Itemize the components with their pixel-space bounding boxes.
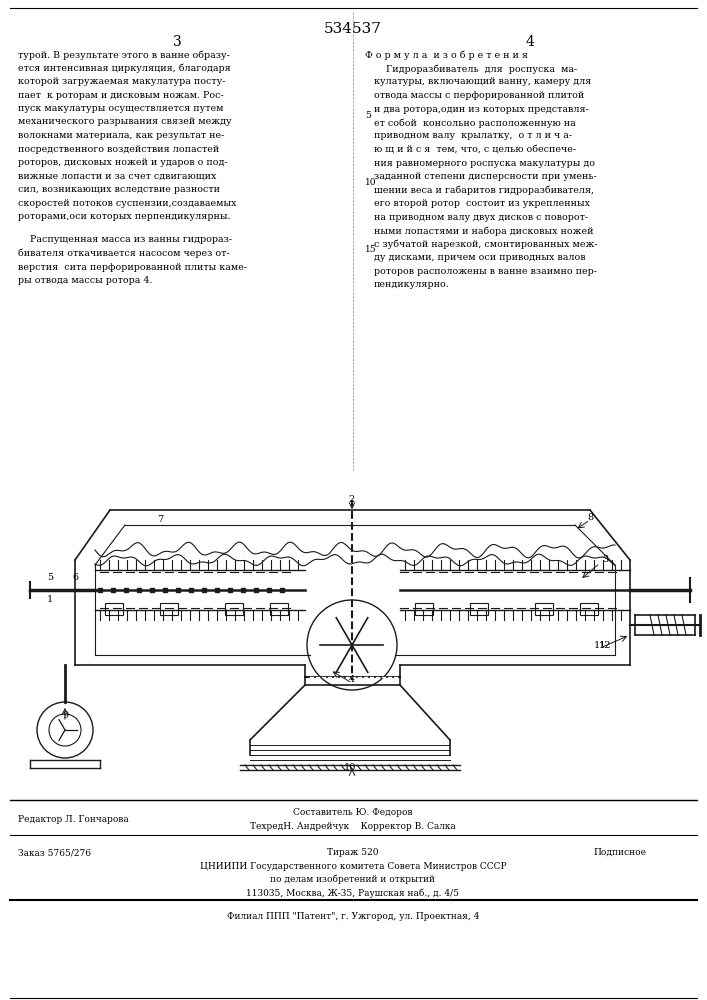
Text: ду дисками, причем оси приводных валов: ду дисками, причем оси приводных валов [374,253,585,262]
Bar [535,603,553,615]
Text: 6: 6 [72,574,78,582]
Text: 11: 11 [594,641,606,650]
Text: 7: 7 [157,516,163,524]
Bar [580,603,598,615]
Text: Филиал ППП "Патент", г. Ужгород, ул. Проектная, 4: Филиал ППП "Патент", г. Ужгород, ул. Про… [227,912,479,921]
Text: роторами,оси которых перпендикулярны.: роторами,оси которых перпендикулярны. [18,212,230,221]
Text: механического разрывания связей между: механического разрывания связей между [18,117,232,126]
Text: 3: 3 [173,35,182,49]
Text: 10: 10 [365,178,377,187]
Text: Распущенная масса из ванны гидрораз-: Распущенная масса из ванны гидрораз- [18,235,232,244]
Text: Гидроразбиватель  для  роспуска  ма-: Гидроразбиватель для роспуска ма- [374,64,577,74]
Text: ры отвода массы ротора 4.: ры отвода массы ротора 4. [18,276,153,285]
Text: которой загружаемая макулатура посту-: которой загружаемая макулатура посту- [18,77,226,86]
Text: пуск макулатуры осуществляется путем: пуск макулатуры осуществляется путем [18,104,223,113]
Text: кулатуры, включающий ванну, камеру для: кулатуры, включающий ванну, камеру для [374,78,591,87]
Text: Редактор Л. Гончарова: Редактор Л. Гончарова [18,815,129,824]
Text: Тираж 520: Тираж 520 [327,848,379,857]
Text: Составитель Ю. Федоров: Составитель Ю. Федоров [293,808,413,817]
Text: Заказ 5765/276: Заказ 5765/276 [18,848,91,857]
Text: с зубчатой нарезкой, смонтированных меж-: с зубчатой нарезкой, смонтированных меж- [374,239,597,249]
Text: 4: 4 [349,676,355,684]
Text: ТехредН. Андрейчук    Корректор В. Салка: ТехредН. Андрейчук Корректор В. Салка [250,822,456,831]
Text: и два ротора,один из которых представля-: и два ротора,один из которых представля- [374,104,589,113]
Text: его второй ротор  состоит из укрепленных: его второй ротор состоит из укрепленных [374,199,590,208]
Bar [270,603,288,615]
Text: вижные лопасти и за счет сдвигающих: вижные лопасти и за счет сдвигающих [18,172,216,180]
Text: роторов, дисковых ножей и ударов о под-: роторов, дисковых ножей и ударов о под- [18,158,228,167]
Text: приводном валу  крылатку,  о т л и ч а-: приводном валу крылатку, о т л и ч а- [374,131,572,140]
Text: пает  к роторам и дисковым ножам. Рос-: пает к роторам и дисковым ножам. Рос- [18,91,223,100]
Text: 9: 9 [62,710,68,720]
Text: 534537: 534537 [324,22,382,36]
Text: сил, возникающих вследствие разности: сил, возникающих вследствие разности [18,185,220,194]
Text: турой. В результате этого в ванне образу-: турой. В результате этого в ванне образу… [18,50,230,60]
Text: ю щ и й с я  тем, что, с целью обеспече-: ю щ и й с я тем, что, с целью обеспече- [374,145,576,154]
Text: отвода массы с перфорированной плитой: отвода массы с перфорированной плитой [374,91,584,100]
Text: роторов расположены в ванне взаимно пер-: роторов расположены в ванне взаимно пер- [374,266,597,275]
Text: ния равномерного роспуска макулатуры до: ния равномерного роспуска макулатуры до [374,158,595,167]
Bar [160,603,178,615]
Text: волокнами материала, как результат не-: волокнами материала, как результат не- [18,131,224,140]
Text: ными лопастями и набора дисковых ножей: ными лопастями и набора дисковых ножей [374,226,593,235]
Text: ется интенсивная циркуляция, благодаря: ется интенсивная циркуляция, благодаря [18,64,230,73]
Text: скоростей потоков суспензии,создаваемых: скоростей потоков суспензии,создаваемых [18,198,237,208]
Text: 5: 5 [47,574,53,582]
Text: по делам изобретений и открытий: по делам изобретений и открытий [271,875,436,884]
Text: шении веса и габаритов гидроразбивателя,: шении веса и габаритов гидроразбивателя, [374,186,594,195]
Text: 5: 5 [365,110,371,119]
Text: 12: 12 [599,641,612,650]
Text: Ф о р м у л а  и з о б р е т е н и я: Ф о р м у л а и з о б р е т е н и я [366,50,529,60]
Text: 10: 10 [344,764,356,772]
Text: 4: 4 [525,35,534,49]
Text: заданной степени дисперсности при умень-: заданной степени дисперсности при умень- [374,172,597,181]
Text: 3: 3 [602,556,608,564]
Text: верстия  сита перфорированной плиты каме-: верстия сита перфорированной плиты каме- [18,262,247,271]
Text: Подписное: Подписное [593,848,646,857]
Text: ЦНИИПИ Государственного комитета Совета Министров СССР: ЦНИИПИ Государственного комитета Совета … [199,862,506,871]
Bar [470,603,488,615]
Text: бивателя откачивается насосом через от-: бивателя откачивается насосом через от- [18,249,230,258]
Text: посредственного воздействия лопастей: посредственного воздействия лопастей [18,144,219,153]
Text: 15: 15 [365,245,377,254]
Bar [225,603,243,615]
Bar [105,603,123,615]
Text: на приводном валу двух дисков с поворот-: на приводном валу двух дисков с поворот- [374,213,588,222]
Text: 1: 1 [47,595,53,604]
Text: 8: 8 [587,514,593,522]
Bar [415,603,433,615]
Text: ет собой  консольно расположенную на: ет собой консольно расположенную на [374,118,575,127]
Text: 113035, Москва, Ж-35, Раушская наб., д. 4/5: 113035, Москва, Ж-35, Раушская наб., д. … [247,888,460,898]
Text: 2: 2 [349,495,355,504]
Text: пендикулярно.: пендикулярно. [374,280,450,289]
